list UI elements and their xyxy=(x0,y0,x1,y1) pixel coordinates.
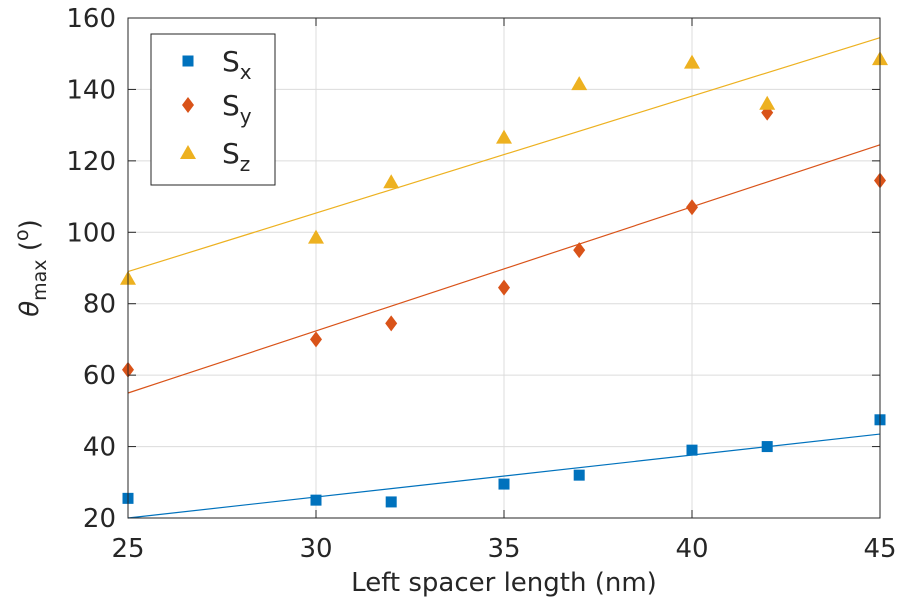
fit-line-sx xyxy=(127,433,881,519)
x-tick-label: 25 xyxy=(111,534,144,564)
legend-marker-sx xyxy=(182,55,194,67)
legend-marker-sz xyxy=(180,145,196,159)
grid xyxy=(127,17,881,519)
y-axis-symbol: θ xyxy=(15,301,45,317)
data-point-sy xyxy=(385,315,398,332)
data-point-sz xyxy=(308,229,324,244)
y-tick-label: 40 xyxy=(83,433,116,463)
x-tick-label: 35 xyxy=(487,534,520,564)
x-tick-labels: 25 30 35 40 45 xyxy=(111,534,896,564)
x-tick-label: 30 xyxy=(299,534,332,564)
y-axis-unit-close: ) xyxy=(15,219,45,229)
legend-label-main: S xyxy=(222,137,240,170)
data-point-sx xyxy=(385,496,397,508)
legend-label-main: S xyxy=(222,45,240,78)
data-point-sy xyxy=(498,279,510,296)
axis-ticks xyxy=(127,17,881,519)
y-tick-label: 140 xyxy=(66,75,116,105)
legend-marker-sy xyxy=(182,97,194,113)
y-tick-labels: 20 40 60 80 100 120 140 160 xyxy=(66,4,116,534)
data-point-sz xyxy=(496,129,512,144)
data-point-sz xyxy=(684,54,700,69)
legend-label-sx: Sx xyxy=(222,45,252,84)
data-point-sy xyxy=(686,199,698,216)
x-axis-title: Left spacer length (nm) xyxy=(351,568,657,598)
legend-label-sz: Sz xyxy=(222,137,250,176)
legend-label-main: S xyxy=(222,89,240,122)
legend-label-subscript: y xyxy=(240,104,252,128)
legend-label-subscript: z xyxy=(240,152,251,176)
data-point-sz xyxy=(759,95,776,110)
y-tick-label: 20 xyxy=(83,504,116,534)
legend-box xyxy=(150,33,276,186)
y-axis-title: θmax (o) xyxy=(11,219,51,317)
legend-label-sy: Sy xyxy=(222,89,252,128)
data-point-sx xyxy=(761,441,773,453)
y-tick-label: 80 xyxy=(83,290,116,320)
data-point-sz xyxy=(383,174,400,189)
x-tick-label: 40 xyxy=(675,534,708,564)
data-point-sx xyxy=(686,444,698,456)
y-tick-label: 160 xyxy=(66,4,116,34)
data-point-sx xyxy=(498,478,510,490)
y-tick-label: 60 xyxy=(83,361,116,391)
y-axis-subscript: max xyxy=(29,259,51,300)
y-tick-label: 100 xyxy=(66,218,116,248)
data-point-sz xyxy=(571,76,588,91)
fit-line-sz xyxy=(127,37,881,273)
y-tick-label: 120 xyxy=(66,147,116,177)
legend-label-subscript: x xyxy=(240,60,252,84)
data-point-sy xyxy=(573,242,586,259)
data-point-sx xyxy=(310,494,322,506)
x-tick-label: 45 xyxy=(863,534,896,564)
data-point-sy xyxy=(310,331,322,348)
y-axis-unit-open: ( xyxy=(15,241,45,259)
fit-lines xyxy=(127,37,881,519)
y-axis-unit-sup: o xyxy=(11,229,33,241)
fit-line-sy xyxy=(127,144,881,394)
data-point-sx xyxy=(573,469,585,481)
